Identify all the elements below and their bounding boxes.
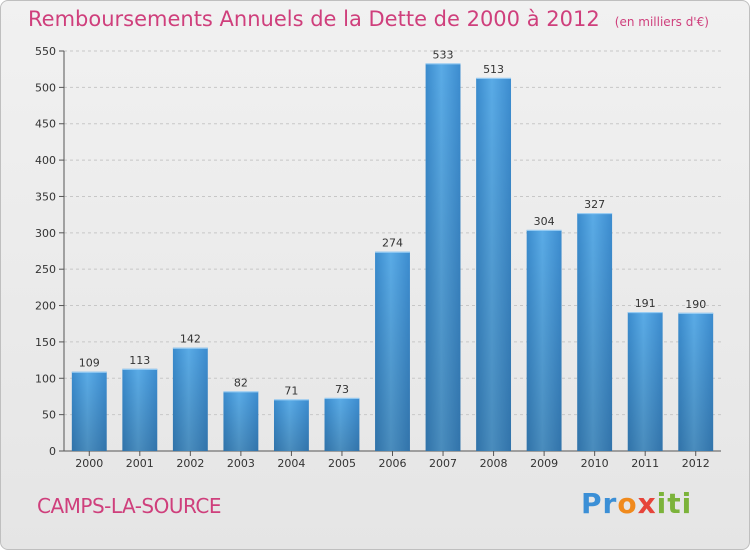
proxiti-logo[interactable]: Proxiti [581, 487, 692, 520]
x-tick-label: 2004 [277, 457, 305, 470]
commune-name: CAMPS-LA-SOURCE [37, 494, 222, 518]
data-label: 274 [382, 237, 403, 250]
y-tick-label: 50 [42, 409, 56, 422]
y-tick-label: 0 [49, 445, 56, 458]
x-tick-label: 2012 [682, 457, 710, 470]
y-tick-label: 100 [35, 372, 56, 385]
x-tick-label: 2010 [581, 457, 609, 470]
y-tick-label: 400 [35, 154, 56, 167]
x-tick-label: 2006 [379, 457, 407, 470]
data-label: 109 [79, 357, 100, 370]
data-label: 533 [433, 48, 454, 61]
bar-shade [375, 251, 410, 451]
bar-shade [678, 312, 714, 451]
bar-layer [71, 63, 714, 451]
bar-shade [425, 63, 461, 451]
y-tick-label: 500 [35, 81, 56, 94]
x-tick-label: 2009 [530, 457, 558, 470]
bar-shade [223, 391, 259, 451]
y-tick-label: 550 [35, 45, 56, 58]
data-label: 142 [180, 333, 201, 346]
axis-layer: 0 50 100 150 200 250 300 350 400 450 500 550 2000 200… [35, 45, 721, 470]
data-label: 513 [483, 63, 504, 76]
data-label: 71 [284, 384, 298, 397]
bar-shade [172, 347, 208, 451]
bar-shade [577, 213, 613, 451]
logo-letter: Pr [581, 487, 618, 520]
logo-letter: x [637, 487, 657, 520]
x-tick-label: 2007 [429, 457, 457, 470]
bar-shade [526, 229, 562, 451]
y-tick-label: 450 [35, 118, 56, 131]
data-label: 327 [584, 198, 605, 211]
y-tick-label: 350 [35, 190, 56, 203]
x-tick-label: 2005 [328, 457, 356, 470]
bar-shade [627, 312, 663, 451]
bar-shade [324, 397, 360, 451]
bar-shade [476, 77, 512, 451]
bar-shade [71, 371, 107, 451]
data-label: 190 [685, 298, 706, 311]
data-label: 113 [129, 354, 150, 367]
data-label: 191 [635, 297, 656, 310]
data-label: 82 [234, 376, 248, 389]
x-tick-label: 2000 [75, 457, 103, 470]
y-tick-label: 250 [35, 263, 56, 276]
x-tick-label: 2008 [480, 457, 508, 470]
bar-shade [122, 368, 158, 451]
chart-unit-note: (en milliers d'€) [614, 15, 709, 29]
x-tick-label: 2011 [631, 457, 659, 470]
x-tick-label: 2002 [176, 457, 204, 470]
y-tick-label: 200 [35, 300, 56, 313]
y-tick-label: 150 [35, 336, 56, 349]
data-label: 304 [534, 215, 555, 228]
logo-letter: iti [656, 487, 693, 520]
chart-title-text: Remboursements Annuels de la Dette de 20… [28, 7, 600, 31]
x-tick-label: 2001 [126, 457, 154, 470]
chart-title: Remboursements Annuels de la Dette de 20… [28, 7, 709, 31]
y-tick-label: 300 [35, 227, 56, 240]
logo-letter: o [617, 487, 638, 520]
data-label: 73 [335, 383, 349, 396]
label-layer: 109 113 142 82 71 73 274 533 513 304 327 191 190 [79, 48, 706, 397]
x-tick-label: 2003 [227, 457, 255, 470]
bar-shade [273, 399, 309, 451]
